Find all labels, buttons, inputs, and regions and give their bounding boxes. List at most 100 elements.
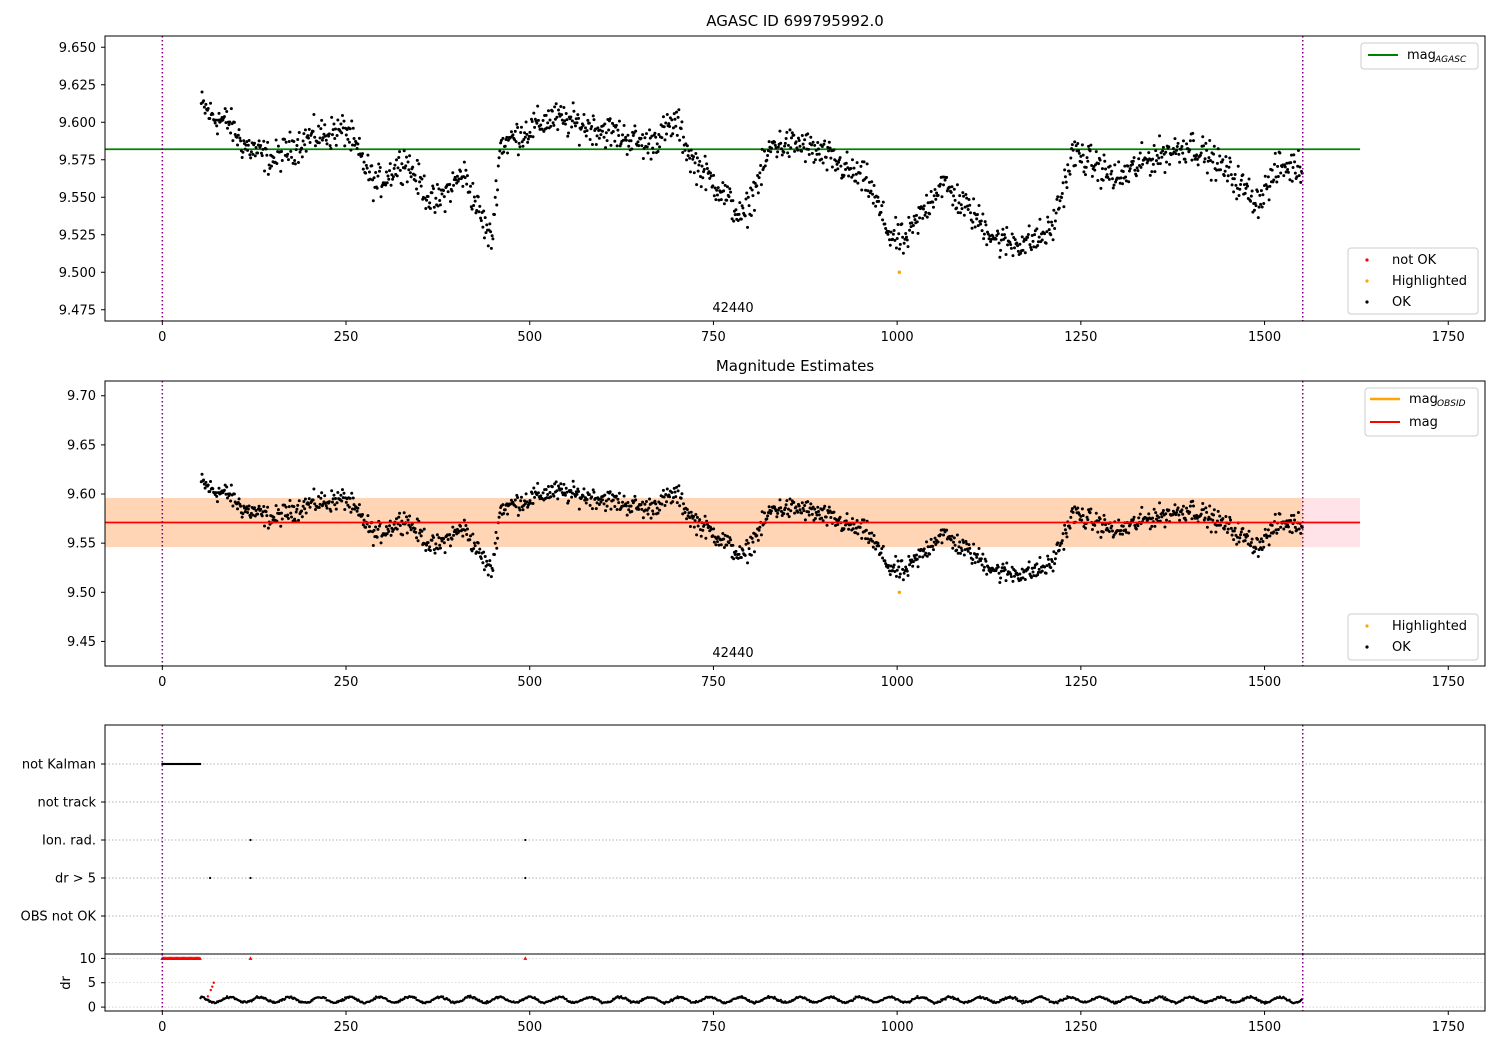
agasc-xtick-label: 1000 (881, 330, 914, 345)
ok-point (968, 546, 972, 550)
ok-point (550, 109, 554, 113)
ok-point (304, 511, 308, 515)
ok-point (1037, 567, 1041, 571)
ok-point (931, 205, 935, 209)
ok-point (743, 214, 747, 218)
ok-point (972, 542, 976, 546)
ok-point (905, 238, 909, 242)
ok-point (613, 139, 617, 143)
ok-point (289, 511, 293, 515)
ok-point (867, 195, 871, 199)
ok-point (714, 198, 718, 202)
ok-point (456, 179, 460, 183)
ok-point (1176, 141, 1180, 145)
ok-point (925, 554, 929, 558)
dr-point (324, 996, 327, 1000)
ok-point (607, 497, 611, 501)
ok-point (1181, 139, 1185, 143)
magnitude-xtick-label: 1750 (1432, 675, 1465, 690)
ok-point (1046, 215, 1050, 219)
agasc-annotation-42440: 42440 (712, 301, 753, 316)
ok-point (1053, 227, 1057, 231)
ok-point (776, 511, 780, 515)
ok-point (1050, 220, 1054, 224)
ok-point (371, 178, 375, 182)
ok-point (1152, 143, 1156, 147)
ok-point (769, 150, 773, 154)
ok-point (1161, 145, 1165, 149)
ok-point (1101, 530, 1105, 534)
flags-ytick-label: not track (37, 796, 96, 811)
ok-point (964, 539, 968, 543)
ok-point (931, 548, 935, 552)
ok-point (323, 134, 327, 138)
ok-point (541, 118, 545, 122)
ok-point (773, 140, 777, 144)
ok-point (794, 505, 798, 509)
ok-point (489, 575, 493, 579)
ok-point (1299, 180, 1303, 184)
ok-point (375, 186, 379, 190)
ok-point (678, 504, 682, 508)
ok-point (513, 129, 517, 133)
ok-point (246, 148, 250, 152)
ok-point (1244, 186, 1248, 190)
ok-point (1027, 224, 1031, 228)
ok-point (1063, 175, 1067, 179)
ok-point (874, 547, 878, 551)
ok-point (664, 121, 668, 125)
ok-point (450, 537, 454, 541)
ok-point (945, 175, 949, 179)
ok-point (1223, 169, 1227, 173)
flags-plot-frame (104, 724, 1486, 955)
ok-point (1212, 513, 1216, 517)
ok-point (540, 127, 544, 131)
ok-point (425, 543, 429, 547)
ok-point (1153, 170, 1157, 174)
ok-point (871, 545, 875, 549)
agasc-plot-layer (105, 36, 1361, 321)
ok-point (1300, 525, 1304, 529)
ok-point (626, 133, 630, 137)
ok-point (335, 501, 339, 505)
ok-point (1206, 518, 1210, 522)
ok-point (518, 145, 522, 149)
ok-point (1063, 523, 1067, 527)
ok-point (731, 543, 735, 547)
ok-point (823, 504, 827, 508)
ok-point (670, 490, 674, 494)
ok-point (395, 174, 399, 178)
ok-point (1046, 554, 1050, 558)
ok-point (340, 488, 344, 492)
ok-point (1242, 533, 1246, 537)
ok-point (506, 151, 510, 155)
ok-point (1127, 531, 1131, 535)
ok-point (590, 495, 594, 499)
ok-point (743, 553, 747, 557)
ok-point (1247, 529, 1251, 533)
ok-point (933, 187, 937, 191)
ok-point (552, 494, 556, 498)
ok-point (289, 149, 293, 153)
ok-point (442, 195, 446, 199)
ok-point (1232, 529, 1236, 533)
ok-point (584, 134, 588, 138)
ok-point (472, 195, 476, 199)
ok-point (940, 195, 944, 199)
ok-point (331, 128, 335, 132)
ok-point (692, 525, 696, 529)
ok-point (971, 557, 975, 561)
ok-point (967, 198, 971, 202)
ok-point (732, 557, 736, 561)
ok-point (1107, 529, 1111, 533)
ok-point (1191, 139, 1195, 143)
ok-point (1218, 154, 1222, 158)
ok-point (287, 505, 291, 509)
ok-point (598, 497, 602, 501)
ok-point (887, 564, 891, 568)
ok-point (766, 511, 770, 515)
ok-point (286, 152, 290, 156)
ok-point (778, 129, 782, 133)
ok-point (1024, 238, 1028, 242)
ok-point (296, 518, 300, 522)
